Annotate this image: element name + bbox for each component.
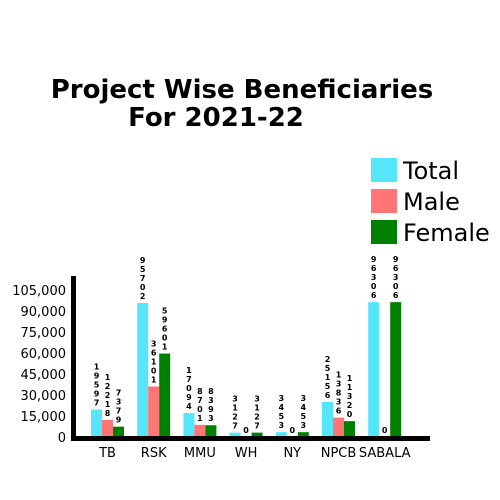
bar-female-mmu — [205, 425, 217, 437]
bar-female-ny — [297, 432, 309, 437]
bar-female-sabala — [390, 302, 402, 437]
y-tick-label: 30,000 — [21, 389, 67, 404]
x-category-label: NY — [283, 446, 301, 461]
legend: Total Male Female — [371, 157, 490, 247]
data-label-male-sabala: 0 — [382, 426, 388, 435]
bar-male-npcb — [333, 417, 344, 437]
x-category-label: WH — [235, 446, 258, 461]
y-tick-label: 75,000 — [21, 326, 67, 341]
bar-total-npcb — [322, 401, 333, 437]
y-tick-label: 45,000 — [21, 368, 67, 383]
y-axis-line — [71, 276, 76, 439]
bar-female-rsk — [159, 353, 171, 437]
bar-female-wh — [251, 432, 263, 437]
data-label-male-ny: 0 — [290, 426, 296, 435]
legend-swatch-total — [371, 158, 397, 182]
x-category-label: TB — [98, 446, 116, 461]
y-tick-label: 60,000 — [21, 347, 67, 362]
bars: 1 9 5 9 7 1 2 2 1 8 7 3 7 9 9 5 7 0 2 3 6 1 0 1 5 9 6 0 1 1 7 0 9 4 8 7 0 1 8 3… — [91, 255, 402, 437]
bar-total-ny — [275, 432, 287, 437]
chart-title-line-2: For 2021-22 — [128, 103, 304, 133]
x-category-label: RSK — [141, 446, 167, 461]
legend-swatch-male — [371, 189, 397, 213]
legend-label-total: Total — [402, 157, 459, 185]
legend-label-male: Male — [403, 188, 460, 216]
data-label-male-wh: 0 — [243, 426, 249, 435]
legend-label-female: Female — [403, 219, 490, 247]
y-tick-label: 90,000 — [21, 305, 67, 320]
bar-total-wh — [229, 432, 241, 437]
bar-total-sabala — [368, 302, 380, 437]
legend-swatch-female — [371, 220, 397, 244]
y-tick-label: 0 — [58, 431, 66, 446]
bar-male-tb — [102, 419, 113, 437]
bar-total-mmu — [183, 413, 195, 437]
bar-total-tb — [91, 409, 102, 437]
x-category-label: NPCB — [321, 446, 357, 461]
y-axis: 0 15,000 30,000 45,000 60,000 75,000 90,000 105… — [12, 276, 76, 446]
x-axis: TB RSK MMU WH NY NPCB SABALA — [71, 436, 430, 461]
y-tick-label: 15,000 — [21, 410, 67, 425]
x-category-label: SABALA — [359, 446, 411, 461]
bar-total-rsk — [137, 303, 149, 437]
bar-male-mmu — [194, 424, 206, 437]
bar-male-rsk — [148, 386, 160, 437]
y-tick-label: 105,000 — [12, 284, 66, 299]
chart-title-line-1: Project Wise Beneficiaries — [51, 75, 434, 105]
x-axis-line — [71, 436, 430, 441]
x-category-label: MMU — [184, 446, 216, 461]
bar-female-npcb — [344, 421, 355, 437]
bar-female-tb — [113, 426, 124, 437]
